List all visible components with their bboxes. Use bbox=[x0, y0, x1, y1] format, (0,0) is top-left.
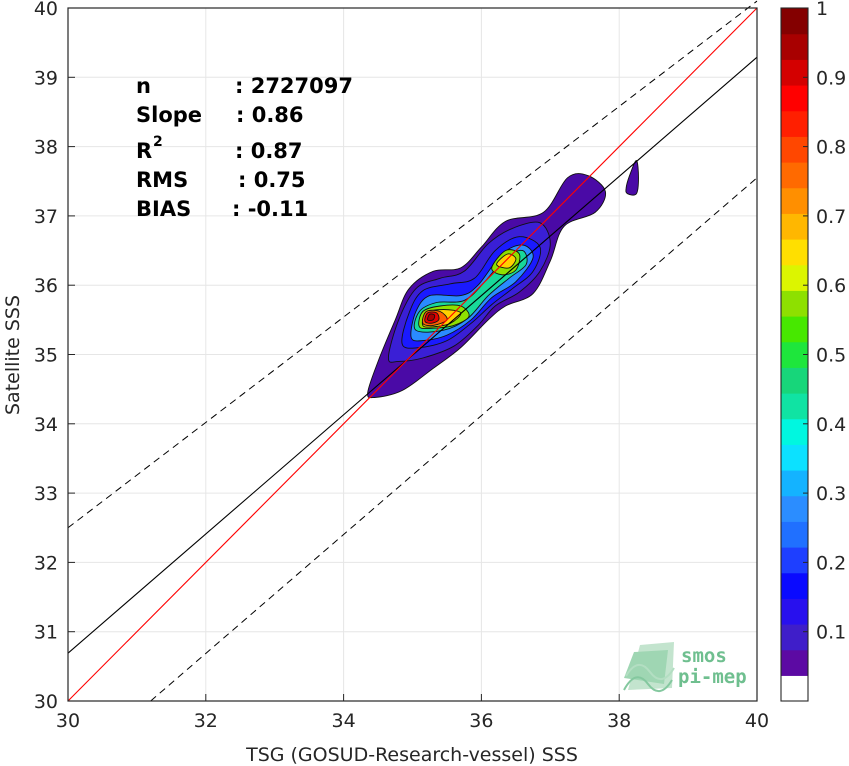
y-axis-ticks: 30 31 32 33 34 35 36 37 38 39 40 bbox=[34, 0, 75, 713]
y-tick-label: 30 bbox=[34, 691, 58, 713]
colorbar-tick-label: 0.3 bbox=[816, 483, 846, 505]
upper-bound-dashed-line bbox=[67, 0, 758, 529]
colorbar-segment bbox=[781, 521, 808, 548]
colorbar-segment bbox=[781, 316, 808, 343]
stat-n-value: : 2727097 bbox=[235, 74, 353, 98]
colorbar-segment bbox=[781, 59, 808, 86]
colorbar-tick-label: 0.6 bbox=[816, 275, 846, 297]
colorbar-segment bbox=[781, 572, 808, 599]
y-tick-label: 37 bbox=[34, 206, 58, 228]
colorbar-segment bbox=[781, 598, 808, 625]
colorbar-segment bbox=[781, 649, 808, 676]
stat-bias-label: BIAS bbox=[136, 197, 191, 221]
colorbar-segment bbox=[781, 33, 808, 60]
colorbar-segment bbox=[781, 393, 808, 420]
colorbar-segment bbox=[781, 162, 808, 189]
x-axis-ticks: 30 32 34 36 38 40 bbox=[56, 694, 769, 732]
stat-r2-value: : 0.87 bbox=[235, 139, 303, 163]
lower-bound-dashed-line bbox=[150, 177, 758, 702]
colorbar-segment bbox=[781, 8, 808, 35]
stats-box: n : 2727097 Slope : 0.86 R 2 : 0.87 RMS … bbox=[136, 74, 353, 221]
x-tick-label: 40 bbox=[745, 710, 769, 732]
colorbar-tick-label: 0.2 bbox=[816, 552, 846, 574]
x-tick-label: 38 bbox=[607, 710, 631, 732]
contour-level-11 bbox=[427, 313, 436, 321]
colorbar-ticks: 0.1 0.2 0.3 0.4 0.5 0.6 0.7 0.8 0.9 1 bbox=[803, 0, 846, 644]
colorbar-segment bbox=[781, 675, 808, 702]
density-contours bbox=[367, 160, 639, 399]
y-tick-label: 32 bbox=[34, 552, 58, 574]
y-tick-label: 34 bbox=[34, 414, 58, 436]
colorbar-segment bbox=[781, 547, 808, 574]
colorbar-segment bbox=[781, 213, 808, 240]
identity-line bbox=[67, 7, 758, 702]
colorbar-segment bbox=[781, 418, 808, 445]
y-tick-label: 33 bbox=[34, 483, 58, 505]
colorbar-segment bbox=[781, 444, 808, 471]
colorbar-segment bbox=[781, 110, 808, 137]
colorbar-tick-label: 0.9 bbox=[816, 67, 846, 89]
stat-slope-value: : 0.86 bbox=[236, 103, 304, 127]
colorbar-segment bbox=[781, 624, 808, 651]
x-tick-label: 32 bbox=[194, 710, 218, 732]
reference-lines bbox=[67, 0, 758, 702]
colorbar-segment bbox=[781, 470, 808, 497]
colorbar-tick-label: 0.1 bbox=[816, 622, 846, 644]
colorbar-tick-label: 0.8 bbox=[816, 137, 846, 159]
y-tick-label: 39 bbox=[34, 67, 58, 89]
x-tick-label: 34 bbox=[332, 710, 356, 732]
stat-rms-value: : 0.75 bbox=[238, 168, 306, 192]
stat-n-label: n bbox=[136, 74, 151, 98]
y-tick-label: 38 bbox=[34, 137, 58, 159]
colorbar-segment bbox=[781, 495, 808, 522]
x-tick-label: 36 bbox=[469, 710, 493, 732]
colorbar-segment bbox=[781, 367, 808, 394]
logo-wave-icon bbox=[623, 642, 675, 692]
colorbar-tick-label: 1 bbox=[816, 0, 828, 20]
y-tick-label: 36 bbox=[34, 275, 58, 297]
smos-pi-mep-logo: smos pi-mep bbox=[623, 642, 747, 692]
y-tick-label: 35 bbox=[34, 345, 58, 367]
y-axis-label: Satellite SSS bbox=[2, 295, 24, 415]
colorbar-segment bbox=[781, 187, 808, 214]
logo-text-pimep: pi-mep bbox=[678, 666, 747, 688]
colorbar-tick-label: 0.5 bbox=[816, 345, 846, 367]
colorbar-segment bbox=[781, 290, 808, 317]
stat-bias-value: : -0.11 bbox=[232, 197, 308, 221]
x-tick-label: 30 bbox=[56, 710, 80, 732]
stat-slope-label: Slope bbox=[136, 103, 202, 127]
colorbar-tick-label: 0.4 bbox=[816, 414, 846, 436]
y-tick-label: 31 bbox=[34, 622, 58, 644]
stat-rms-label: RMS bbox=[136, 168, 188, 192]
x-axis-label: TSG (GOSUD-Research-vessel) SSS bbox=[245, 744, 578, 766]
contour-level-12 bbox=[625, 160, 639, 196]
colorbar-tick-label: 0.7 bbox=[816, 206, 846, 228]
colorbar-segment bbox=[781, 85, 808, 112]
y-tick-label: 40 bbox=[34, 0, 58, 20]
stat-r2-label: R bbox=[136, 139, 152, 163]
logo-text-smos: smos bbox=[681, 645, 727, 667]
colorbar-segment bbox=[781, 264, 808, 291]
stat-r2-superscript: 2 bbox=[153, 134, 163, 150]
colorbar-segment bbox=[781, 239, 808, 266]
colorbar-segment bbox=[781, 136, 808, 163]
